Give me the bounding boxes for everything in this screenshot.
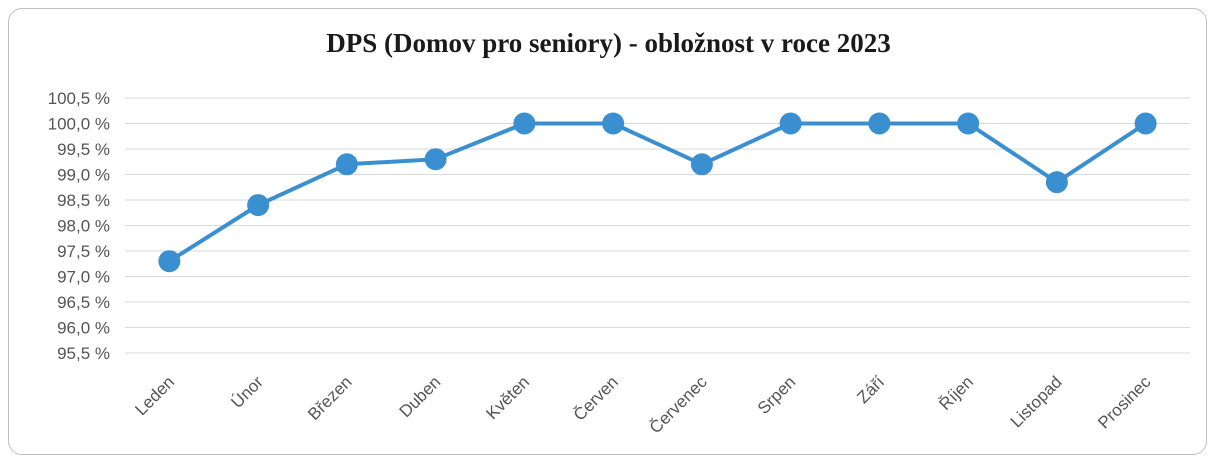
- y-tick-label: 96,5 %: [57, 293, 110, 312]
- x-tick-label: Únor: [227, 372, 267, 412]
- y-tick-label: 100,0 %: [48, 115, 110, 134]
- x-tick-label: Duben: [396, 372, 445, 421]
- y-tick-label: 97,0 %: [57, 268, 110, 287]
- y-tick-label: 97,5 %: [57, 242, 110, 261]
- chart-title: DPS (Domov pro seniory) - obložnost v ro…: [326, 28, 891, 58]
- y-tick-label: 96,0 %: [57, 319, 110, 338]
- x-tick-label: Říjen: [935, 372, 976, 413]
- y-tick-label: 95,5 %: [57, 344, 110, 363]
- data-point: [1045, 171, 1068, 194]
- y-tick-label: 99,5 %: [57, 140, 110, 159]
- x-tick-label: Prosinec: [1094, 372, 1155, 433]
- x-axis-ticks: Leden Únor Březen Duben Květen Červen Červenec…: [131, 372, 1154, 437]
- data-point: [779, 112, 802, 135]
- y-tick-label: 98,0 %: [57, 217, 110, 236]
- y-tick-label: 98,5 %: [57, 191, 110, 210]
- gridlines: [125, 97, 1190, 354]
- x-tick-label: Červenec: [646, 372, 711, 437]
- series-line: [158, 112, 1157, 273]
- data-point: [690, 153, 713, 176]
- x-tick-label: Květen: [482, 372, 533, 423]
- data-point: [1134, 112, 1157, 135]
- y-axis-ticks: 100,5 % 100,0 % 99,5 % 99,0 % 98,5 % 98,0 % 97…: [48, 89, 110, 363]
- data-point: [158, 250, 181, 273]
- chart-frame: [8, 8, 1207, 455]
- data-point: [868, 112, 891, 135]
- data-point: [424, 148, 447, 171]
- data-point: [957, 112, 980, 135]
- y-tick-label: 100,5 %: [48, 89, 110, 108]
- data-point: [335, 153, 358, 176]
- series-line-path: [168, 121, 1147, 263]
- data-point: [247, 194, 270, 217]
- x-tick-label: Září: [853, 372, 888, 407]
- x-tick-label: Srpen: [754, 372, 800, 418]
- x-tick-label: Březen: [304, 372, 356, 424]
- data-point: [602, 112, 625, 135]
- y-tick-label: 99,0 %: [57, 166, 110, 185]
- data-point: [513, 112, 536, 135]
- x-tick-label: Listopad: [1007, 372, 1066, 431]
- x-tick-label: Leden: [131, 372, 178, 419]
- x-tick-label: Červen: [570, 372, 622, 424]
